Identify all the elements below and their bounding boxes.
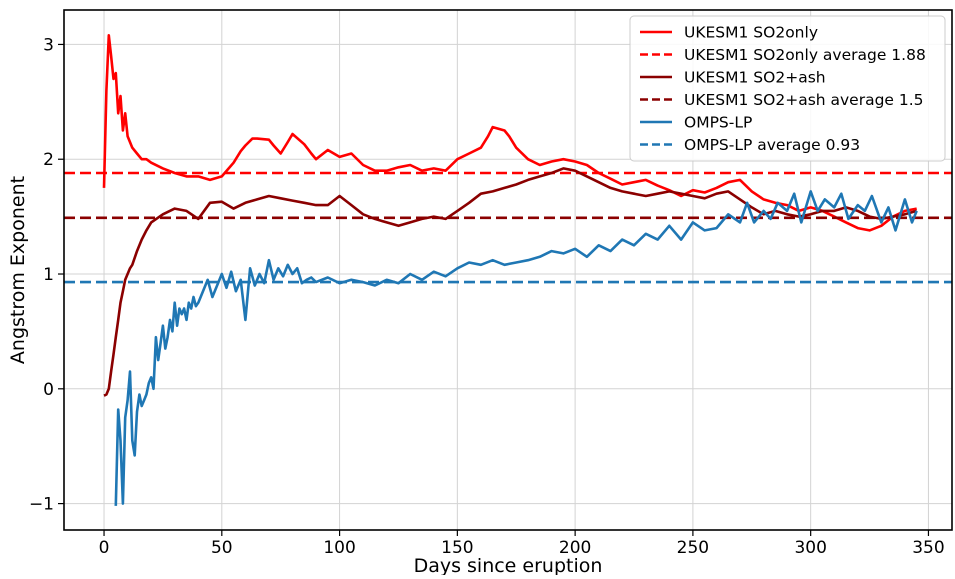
- x-tick-label: 50: [211, 538, 233, 558]
- x-tick-label: 200: [559, 538, 591, 558]
- legend-label: UKESM1 SO2only: [684, 24, 818, 42]
- x-tick-label: 300: [794, 538, 826, 558]
- y-tick-label: 1: [43, 265, 54, 285]
- x-tick-label: 250: [677, 538, 709, 558]
- y-tick-label: 0: [43, 380, 54, 400]
- series-group: [64, 33, 952, 506]
- axis-ticks: 0 50 100 150 200 250 300 350 −1 0 1 2 3: [29, 35, 945, 558]
- legend-label: UKESM1 SO2only average 1.88: [684, 46, 926, 64]
- x-tick-label: 100: [323, 538, 355, 558]
- x-tick-label: 350: [912, 538, 944, 558]
- x-tick-label: 150: [441, 538, 473, 558]
- x-axis-label: Days since eruption: [414, 555, 603, 575]
- legend-label: OMPS-LP: [684, 114, 752, 132]
- legend: UKESM1 SO2only UKESM1 SO2only average 1.8…: [629, 15, 946, 162]
- legend-label: OMPS-LP average 0.93: [684, 136, 860, 154]
- x-tick-label: 0: [99, 538, 110, 558]
- legend-box: [629, 15, 946, 162]
- y-axis-label: Angstrom Exponent: [7, 176, 29, 364]
- y-tick-label: 3: [43, 35, 54, 55]
- legend-label: UKESM1 SO2+ash: [684, 69, 826, 87]
- y-tick-label: 2: [43, 150, 54, 170]
- plot-frame: [63, 9, 953, 531]
- y-tick-label: −1: [29, 495, 54, 515]
- legend-label: UKESM1 SO2+ash average 1.5: [684, 91, 924, 109]
- series-line-5: [114, 190, 918, 506]
- series-line-1: [102, 33, 917, 232]
